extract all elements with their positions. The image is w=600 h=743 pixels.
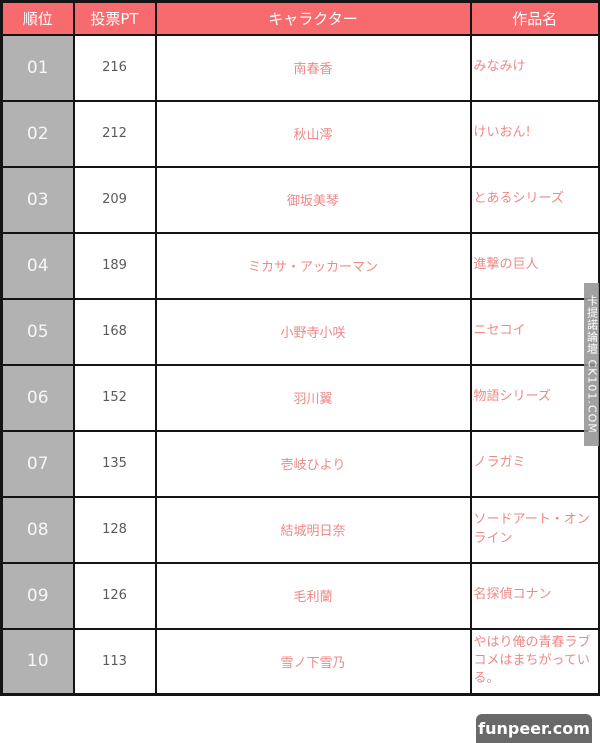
table-row: 10 113 雪ノ下雪乃 やはり俺の青春ラブコメはまちがっている。 [0,627,600,696]
cell-points: 135 [72,429,157,498]
cell-points: 212 [72,99,157,168]
table-row: 09 126 毛利蘭 名探偵コナン [0,561,600,630]
header-rank: 順位 [0,0,75,36]
cell-rank: 01 [0,33,75,102]
cell-points: 128 [72,495,157,564]
cell-rank: 06 [0,363,75,432]
cell-character: 南春香 [154,33,472,102]
cell-character: 壱岐ひより [154,429,472,498]
cell-rank: 02 [0,99,75,168]
cell-character: 毛利蘭 [154,561,472,630]
cell-points: 189 [72,231,157,300]
cell-work: やはり俺の青春ラブコメはまちがっている。 [469,627,600,696]
cell-character: 御坂美琴 [154,165,472,234]
cell-work: 物語シリーズ [469,363,600,432]
table-row: 05 168 小野寺小咲 ニセコイ [0,297,600,366]
cell-work: ノラガミ [469,429,600,498]
ranking-table: 順位 投票PT キャラクター 作品名 01 216 南春香 みなみけ 02 212 秋山澪け… [0,0,600,696]
header-row: 順位 投票PT キャラクター 作品名 [0,0,600,36]
watermark-funpeer-badge: funpeer.com [476,714,592,743]
table-row: 06 152 羽川翼 物語シリーズ [0,363,600,432]
table-row: 01 216 南春香 みなみけ [0,33,600,102]
header-work: 作品名 [469,0,600,36]
cell-points: 216 [72,33,157,102]
cell-rank: 05 [0,297,75,366]
table-row: 07 135 壱岐ひより ノラガミ [0,429,600,498]
cell-points: 126 [72,561,157,630]
cell-rank: 09 [0,561,75,630]
cell-rank: 03 [0,165,75,234]
cell-rank: 08 [0,495,75,564]
cell-points: 152 [72,363,157,432]
header-points: 投票PT [72,0,157,36]
cell-work: けいおん! [469,99,600,168]
watermark-vertical-ck101: 卡提諾論壇 CK101.COM [584,283,599,446]
table-row: 08 128 結城明日奈 ソードアート・オンライン [0,495,600,564]
cell-character: 秋山澪 [154,99,472,168]
table-row: 03 209 御坂美琴 とあるシリーズ [0,165,600,234]
cell-character: ミカサ・アッカーマン [154,231,472,300]
cell-character: 結城明日奈 [154,495,472,564]
cell-points: 209 [72,165,157,234]
cell-rank: 07 [0,429,75,498]
cell-work: とあるシリーズ [469,165,600,234]
cell-points: 168 [72,297,157,366]
cell-work: みなみけ [469,33,600,102]
cell-work: ニセコイ [469,297,600,366]
cell-work: 進撃の巨人 [469,231,600,300]
cell-rank: 10 [0,627,75,696]
header-character: キャラクター [154,0,472,36]
cell-character: 羽川翼 [154,363,472,432]
table-row: 02 212 秋山澪 けいおん! [0,99,600,168]
cell-work: 名探偵コナン [469,561,600,630]
cell-rank: 04 [0,231,75,300]
cell-character: 小野寺小咲 [154,297,472,366]
cell-points: 113 [72,627,157,696]
cell-work: ソードアート・オンライン [469,495,600,564]
table-row: 04 189 ミカサ・アッカーマン 進撃の巨人 [0,231,600,300]
cell-character: 雪ノ下雪乃 [154,627,472,696]
